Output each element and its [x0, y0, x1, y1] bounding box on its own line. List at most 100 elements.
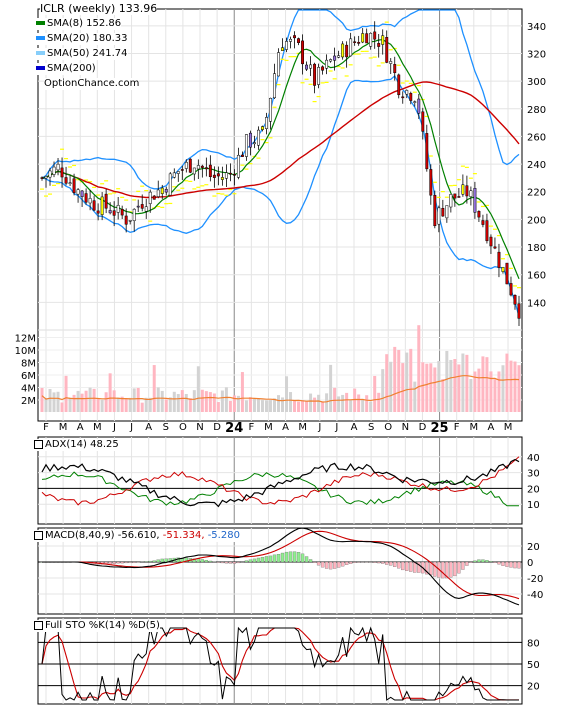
- macd-histogram-bar: [128, 561, 132, 563]
- volume-y-tick: 4M: [21, 384, 36, 395]
- macd-histogram-bar: [112, 561, 116, 564]
- volume-bar: [305, 401, 309, 412]
- volume-bar: [196, 366, 200, 412]
- volume-bar: [449, 359, 453, 412]
- volume-bar: [64, 375, 68, 412]
- candle-body: [208, 164, 212, 178]
- volume-bar: [172, 391, 176, 412]
- macd-histogram-bar: [433, 561, 437, 577]
- volume-bar: [317, 394, 321, 412]
- candle-body: [152, 195, 156, 200]
- volume-bar: [252, 398, 256, 412]
- volume-bar: [152, 365, 156, 412]
- candle-body: [120, 208, 124, 216]
- volume-bar: [377, 392, 381, 412]
- candle-body: [453, 193, 457, 199]
- volume-bar: [285, 376, 289, 412]
- price-y-tick: 220: [527, 188, 546, 199]
- candle-body: [52, 166, 56, 175]
- candle-body: [96, 210, 100, 214]
- macd-histogram-bar: [276, 554, 281, 563]
- volume-bar: [329, 364, 333, 412]
- candle-body: [204, 167, 208, 170]
- volume-bar: [509, 360, 513, 412]
- x-tick-label: N: [196, 422, 203, 433]
- candle-body: [341, 43, 345, 58]
- macd-histogram-bar: [393, 561, 397, 567]
- volume-bar: [309, 393, 313, 412]
- volume-bar: [148, 397, 152, 412]
- candle-body: [168, 173, 172, 196]
- bollinger-upper: [41, 9, 520, 190]
- candle-body: [477, 211, 481, 218]
- volume-bar: [184, 393, 188, 412]
- macd-histogram-bar: [401, 561, 405, 571]
- volume-bar: [76, 390, 80, 412]
- macd-histogram-bar: [296, 551, 301, 563]
- candle-body: [160, 187, 164, 194]
- volume-bar: [140, 402, 144, 412]
- macd-histogram-bar: [457, 561, 461, 574]
- macd-histogram-bar: [304, 556, 309, 563]
- candle-body: [80, 190, 84, 197]
- candle-body: [465, 185, 469, 197]
- candle-body: [421, 111, 425, 132]
- volume-bar: [136, 387, 140, 412]
- volume-bar: [44, 397, 48, 412]
- candle-body: [457, 196, 461, 198]
- volume-bar: [365, 395, 369, 412]
- bollinger-lower: [41, 74, 520, 317]
- adx-line: [41, 458, 520, 508]
- macd-histogram-bar: [465, 561, 469, 566]
- macd-histogram-bar: [493, 561, 497, 563]
- volume-bar: [200, 389, 204, 412]
- candle-body: [309, 64, 313, 69]
- volume-bar: [429, 363, 433, 412]
- macd-histogram-bar: [124, 561, 128, 564]
- volume-bar: [100, 399, 104, 412]
- price-y-tick: 280: [527, 105, 546, 116]
- volume-bar: [385, 354, 389, 412]
- candle-body: [72, 178, 76, 194]
- candle-body: [481, 220, 485, 225]
- macd-histogram-bar: [144, 561, 148, 563]
- candle-body: [381, 35, 385, 45]
- volume-bar: [369, 401, 373, 412]
- candle-body: [84, 193, 88, 203]
- volume-bar: [96, 399, 100, 412]
- candle-body: [517, 303, 521, 319]
- volume-bar: [461, 353, 465, 412]
- volume-bar: [144, 397, 148, 412]
- macd-y-tick: -40: [527, 590, 543, 601]
- candle-body: [248, 132, 252, 148]
- candle-body: [321, 66, 325, 71]
- volume-bar: [397, 349, 401, 412]
- candle-body: [509, 283, 513, 296]
- x-tick-label: J: [112, 422, 116, 433]
- x-tick-label: A: [487, 422, 494, 433]
- macd-histogram-bar: [252, 558, 257, 563]
- volume-bar: [353, 388, 357, 412]
- macd-histogram-bar: [220, 561, 225, 564]
- candle-body: [425, 133, 429, 170]
- volume-y-tick: 6M: [21, 371, 36, 382]
- macd-histogram-bar: [348, 561, 353, 564]
- candle-body: [361, 33, 365, 43]
- macd-histogram-bar: [425, 561, 429, 575]
- macd-histogram-bar: [208, 560, 213, 563]
- macd-histogram-bar: [216, 561, 221, 563]
- volume-bar: [485, 357, 489, 412]
- macd-histogram-bar: [469, 561, 473, 563]
- candle-body: [212, 174, 216, 178]
- volume-bar: [112, 390, 116, 412]
- adx-y-tick: 30: [527, 469, 540, 480]
- volume-bar: [313, 397, 317, 412]
- macd-histogram-bar: [300, 553, 305, 563]
- candle-body: [136, 205, 140, 208]
- volume-bar: [108, 373, 112, 412]
- macd-histogram-bar: [268, 555, 273, 563]
- candle-body: [128, 219, 132, 222]
- price-y-tick: 260: [527, 132, 546, 143]
- candle-body: [345, 44, 349, 58]
